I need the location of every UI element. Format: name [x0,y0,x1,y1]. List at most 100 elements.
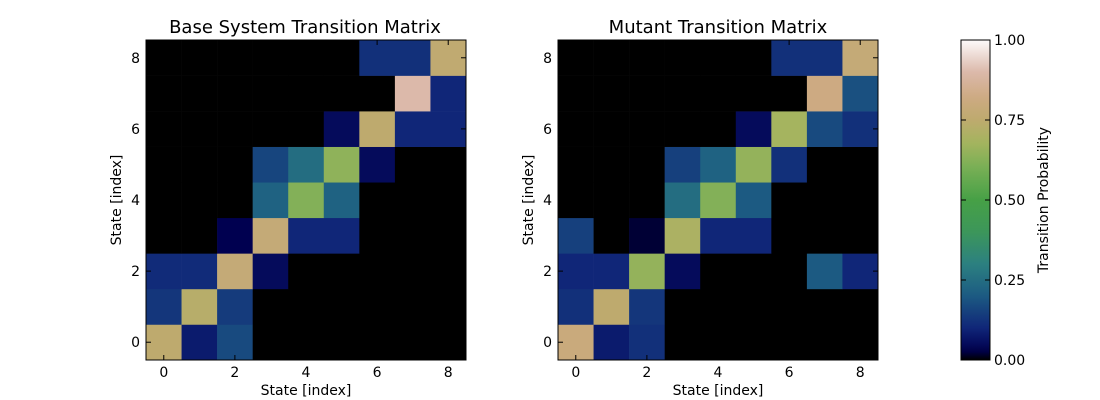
heatmap-cell [806,182,843,219]
heatmap-cell [735,182,772,219]
heatmap-cell [664,217,701,254]
heatmap-cell [430,111,467,147]
heatmap-cell [629,217,665,254]
heatmap-cell [359,40,396,76]
heatmap-cell [558,217,594,254]
heatmap-cell [288,40,325,76]
heatmap-cell [771,75,808,112]
heatmap-cell [664,75,701,112]
heatmap-cell [430,75,467,112]
heatmap-cell [593,217,630,254]
heatmap-cell [735,324,772,361]
heatmap-cell [181,75,218,112]
heatmap-cell [181,217,218,254]
colorbar-tick-label: 0.25 [994,273,1025,289]
heatmap-cell [181,253,218,290]
heatmap-cell [252,324,289,361]
heatmap-cell [394,324,431,361]
heatmap-cell [252,75,289,112]
colorbar-ticks: 0.00 0.25 0.50 0.75 1.00 [961,33,1025,369]
heatmap-cell [323,40,360,76]
colorbar-label: Transition Probability [1036,127,1052,274]
heatmap-cell [842,217,879,254]
heatmap-cell [181,288,218,325]
heatmap-cell [394,182,431,219]
heatmap-cell [323,217,360,254]
heatmap-cell [842,111,879,147]
heatmap-cell [359,75,396,112]
heatmap-cell [430,253,467,290]
heatmap-cell [806,75,843,112]
heatmap-cell [252,40,289,76]
heatmap-cell [323,253,360,290]
heatmap-cell [323,324,360,361]
heatmap-cell [735,217,772,254]
heatmap-cell [430,288,467,325]
heatmap-cell [288,182,325,219]
heatmap-cell [700,288,737,325]
y-tick-label: 4 [543,193,552,209]
heatmap-cell [558,288,594,325]
colorbar: 0.00 0.25 0.50 0.75 1.00 Transition Probabil… [960,33,1052,369]
y-tick-label: 4 [131,193,140,209]
heatmap-cell [288,217,325,254]
heatmap-cell [146,324,182,361]
heatmap-cell [558,40,594,76]
y-tick-label: 2 [543,264,552,280]
heatmap-cell [146,146,182,183]
heatmap-cell [146,111,182,147]
heatmap-cell [593,75,630,112]
heatmap-cell [430,182,467,219]
colorbar-tick-label: 0.00 [994,353,1025,369]
heatmap-cell [629,75,665,112]
heatmap-cell [664,146,701,183]
y-axis-label: State [index] [521,155,537,246]
x-tick-label: 8 [444,365,453,381]
heatmap-cell [629,111,665,147]
x-tick-label: 8 [856,365,865,381]
heatmap-cell [558,253,594,290]
heatmap-cell [217,111,253,147]
heatmap-cell [629,146,665,183]
heatmap-cell [359,182,396,219]
heatmap-cell [217,324,253,361]
heatmap-cell [181,182,218,219]
colorbar-tick-label: 1.00 [994,33,1025,49]
heatmap-cell [558,75,594,112]
heatmap-cell [806,146,843,183]
heatmap-cell [394,40,431,76]
heatmap-cell [558,324,594,361]
y-axis-label: State [index] [109,155,125,246]
x-tick-label: 6 [785,365,794,381]
heatmap-cell [593,253,630,290]
heatmap-cell [664,253,701,290]
heatmap-cell [735,253,772,290]
x-axis-label: State [index] [673,383,764,399]
heatmap-cell [735,288,772,325]
x-axis-label: State [index] [261,383,352,399]
heatmap-cell [700,253,737,290]
heatmap-cell [323,288,360,325]
chart-title: Mutant Transition Matrix [609,17,828,38]
heatmap-panel-mutant: Mutant Transition Matrix 0 2 4 6 8 0 2 4 6 8 Stat… [521,17,879,399]
heatmap-cell [394,253,431,290]
heatmap-cell [359,288,396,325]
x-tick-label: 4 [302,365,311,381]
heatmap-cell [181,324,218,361]
heatmap-cell [217,253,253,290]
heatmap-cell [771,146,808,183]
heatmap-cell [664,40,701,76]
heatmap-cell [593,40,630,76]
heatmap-cell [252,182,289,219]
heatmap-cell [288,111,325,147]
heatmap-cell [593,182,630,219]
heatmap-cells [146,40,467,361]
heatmap-cell [700,75,737,112]
heatmap-cell [558,182,594,219]
colorbar-tick-label: 0.50 [994,193,1025,209]
heatmap-cell [181,40,218,76]
heatmap-cell [323,146,360,183]
heatmap-panel-base: Base System Transition Matrix 0 2 4 6 8 0 2 4 6 8… [109,17,467,399]
heatmap-cell [700,146,737,183]
heatmap-cell [771,253,808,290]
